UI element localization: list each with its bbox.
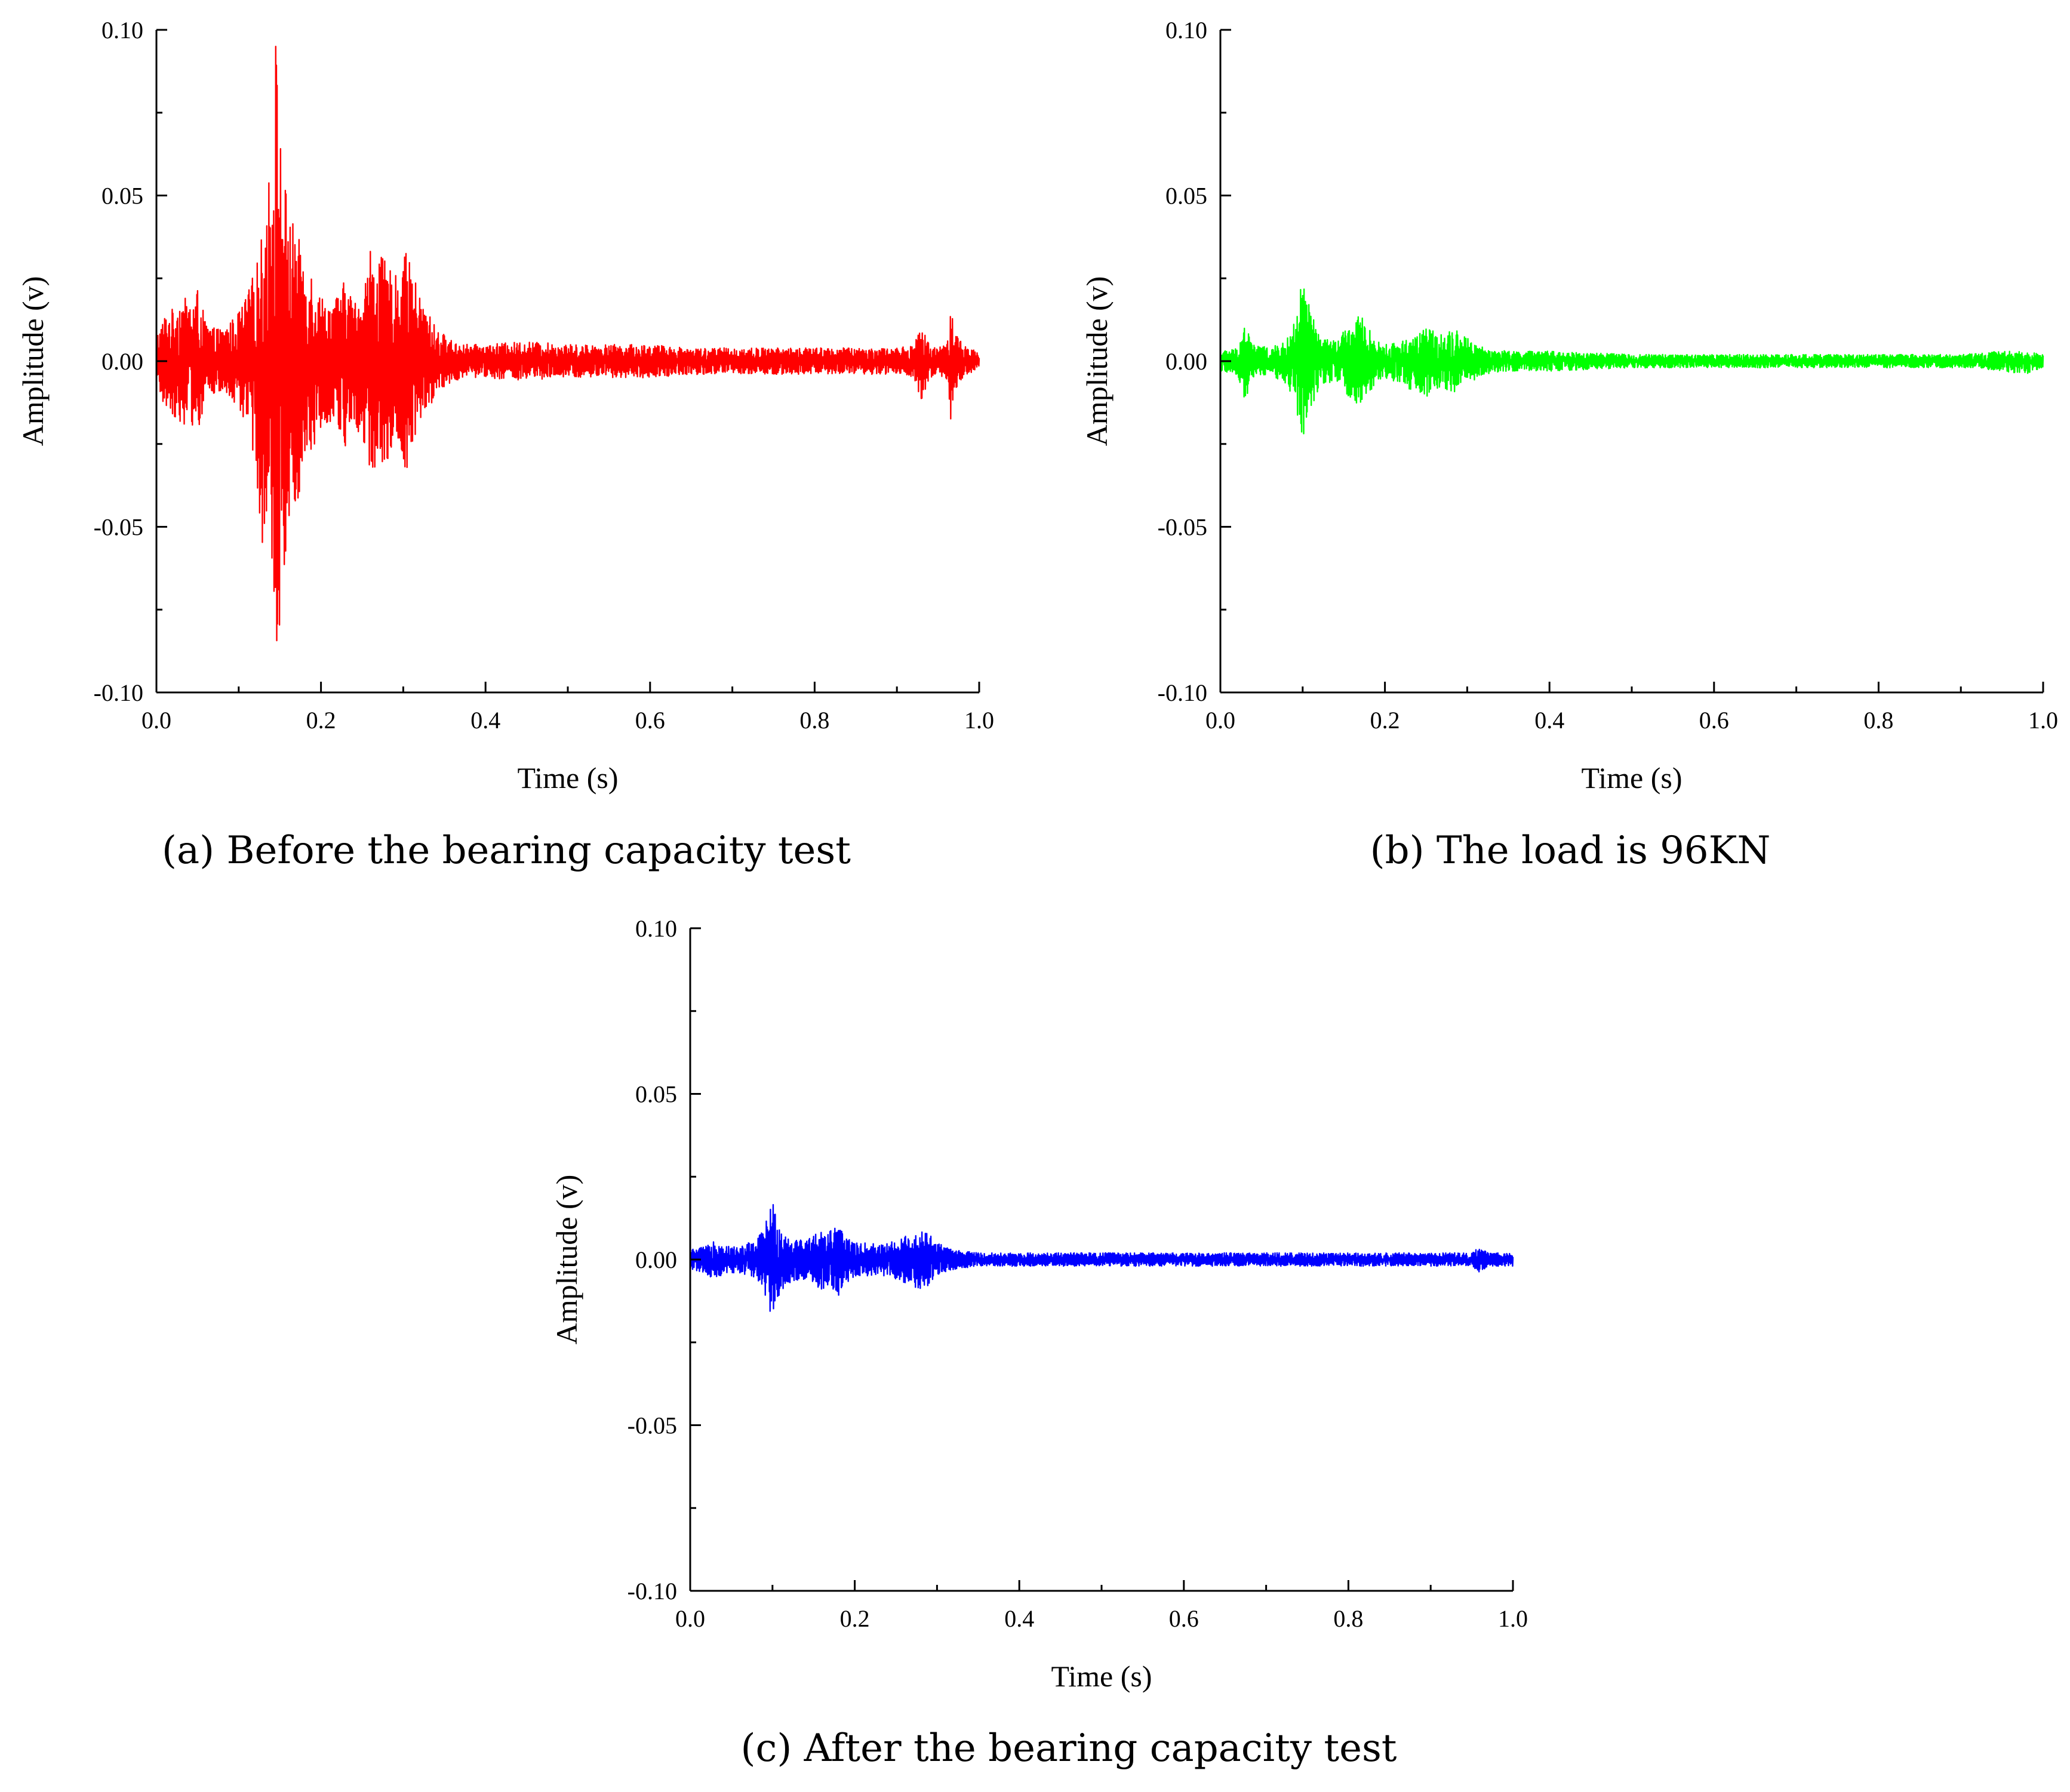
signal-trace-2 bbox=[1219, 288, 2044, 435]
x-tick-label: 0.4 bbox=[470, 707, 500, 734]
chart-panel-1: 0.10 0.05 0.00 -0.05 -0.100.0 0.2 0.4 0.6 0.8 1.0… bbox=[16, 17, 994, 873]
y-tick-label: -0.10 bbox=[628, 1578, 677, 1605]
x-tick-label: 1.0 bbox=[1498, 1605, 1528, 1632]
x-tick-label: 0.4 bbox=[1534, 707, 1564, 734]
y-tick-label: 0.00 bbox=[1165, 348, 1207, 375]
x-axis-title: Time (s) bbox=[1051, 1659, 1152, 1693]
x-tick-label: 0.8 bbox=[799, 707, 829, 734]
y-tick-label: -0.10 bbox=[94, 679, 143, 706]
x-axis-title: Time (s) bbox=[517, 761, 618, 795]
y-tick-label: 0.05 bbox=[635, 1081, 677, 1108]
x-tick-label: 0.0 bbox=[142, 707, 171, 734]
x-tick-label: 0.2 bbox=[306, 707, 336, 734]
x-tick-label: 0.6 bbox=[1699, 707, 1729, 734]
y-axis-title: Amplitude (v) bbox=[16, 276, 50, 447]
chart-panel-3: 0.10 0.05 0.00 -0.05 -0.100.0 0.2 0.4 0.6 0.8 1.0… bbox=[550, 915, 1528, 1771]
y-tick-label: -0.05 bbox=[94, 514, 143, 541]
x-tick-label: 1.0 bbox=[964, 707, 994, 734]
x-tick-label: 0.8 bbox=[1863, 707, 1893, 734]
x-axis-title: Time (s) bbox=[1581, 761, 1682, 795]
y-tick-label: -0.05 bbox=[1158, 514, 1207, 541]
x-tick-label: 0.2 bbox=[840, 1605, 870, 1632]
x-tick-label: 0.8 bbox=[1333, 1605, 1363, 1632]
y-tick-label: -0.05 bbox=[628, 1412, 677, 1439]
y-tick-label: 0.10 bbox=[635, 915, 677, 942]
y-tick-label: 0.10 bbox=[1165, 17, 1207, 44]
y-tick-label: 0.00 bbox=[635, 1246, 677, 1273]
signal-trace-1 bbox=[155, 45, 980, 642]
y-axis-title: Amplitude (v) bbox=[550, 1175, 583, 1345]
y-tick-label: -0.10 bbox=[1158, 679, 1207, 706]
x-tick-label: 0.0 bbox=[675, 1605, 705, 1632]
x-tick-label: 0.4 bbox=[1004, 1605, 1034, 1632]
x-tick-label: 0.0 bbox=[1205, 707, 1235, 734]
y-tick-label: 0.10 bbox=[101, 17, 143, 44]
panel-caption: (c) After the bearing capacity test bbox=[741, 1726, 1397, 1771]
x-tick-label: 0.2 bbox=[1370, 707, 1400, 734]
x-tick-label: 1.0 bbox=[2028, 707, 2058, 734]
y-tick-label: 0.00 bbox=[101, 348, 143, 375]
x-tick-label: 0.6 bbox=[1169, 1605, 1199, 1632]
panels: 0.100.050.00-0.05-0.100.0 0.2 0.4 0.6 0.8 1.0… bbox=[16, 17, 2058, 1771]
panel-caption: (b) The load is 96KN bbox=[1370, 829, 1771, 873]
y-tick-label: 0.05 bbox=[1165, 183, 1207, 210]
y-tick-label: 0.05 bbox=[101, 183, 143, 210]
signal-trace-3 bbox=[689, 1204, 1514, 1312]
panel-caption: (a) Before the bearing capacity test bbox=[162, 829, 851, 873]
chart-panel-2: 0.10 0.05 0.00 -0.05 -0.100.0 0.2 0.4 0.6 0.8 1.0… bbox=[1080, 17, 2058, 873]
y-axis-title: Amplitude (v) bbox=[1080, 276, 1114, 447]
x-tick-label: 0.6 bbox=[635, 707, 665, 734]
